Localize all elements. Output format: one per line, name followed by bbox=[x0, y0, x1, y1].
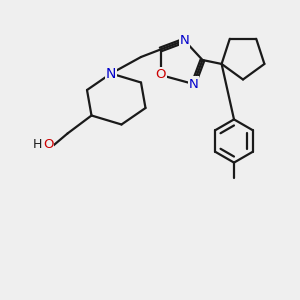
Text: O: O bbox=[43, 138, 53, 151]
Text: H: H bbox=[33, 138, 42, 151]
Text: O: O bbox=[155, 68, 166, 82]
Text: N: N bbox=[180, 34, 189, 47]
Text: N: N bbox=[106, 67, 116, 80]
Text: N: N bbox=[189, 77, 198, 91]
